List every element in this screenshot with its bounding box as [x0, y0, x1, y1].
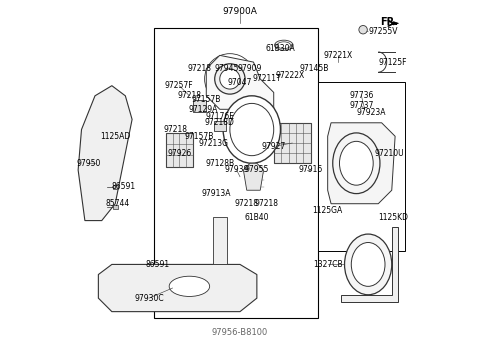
Text: 97222X: 97222X	[276, 71, 305, 80]
Text: 97736: 97736	[349, 91, 373, 100]
Text: 1125GA: 1125GA	[312, 206, 343, 215]
Text: 97218: 97218	[164, 125, 188, 134]
Polygon shape	[98, 265, 257, 312]
Text: 97218: 97218	[235, 199, 259, 208]
Text: 97157B: 97157B	[192, 95, 221, 104]
Text: 97221X: 97221X	[323, 51, 352, 60]
Ellipse shape	[230, 103, 274, 156]
Text: FR.: FR.	[381, 17, 398, 27]
Text: 97129A: 97129A	[188, 105, 217, 114]
Text: 97218: 97218	[188, 64, 212, 73]
Text: 97945: 97945	[215, 64, 239, 73]
Text: 61B40: 61B40	[245, 213, 269, 222]
Text: 97128B: 97128B	[205, 159, 234, 168]
Bar	[274, 123, 311, 163]
Text: 97955: 97955	[245, 166, 269, 174]
Text: 97047: 97047	[228, 78, 252, 87]
Ellipse shape	[223, 96, 280, 163]
Ellipse shape	[339, 141, 373, 185]
Text: 97157B: 97157B	[185, 132, 214, 141]
Bar	[214, 121, 226, 131]
Polygon shape	[341, 227, 398, 302]
Text: 1327CB: 1327CB	[313, 260, 343, 269]
Text: 97900A: 97900A	[223, 7, 257, 16]
Text: 97218D: 97218D	[205, 118, 235, 127]
Bar	[193, 100, 206, 112]
Ellipse shape	[220, 69, 240, 89]
Text: 97257F: 97257F	[165, 81, 193, 90]
Text: 97255V: 97255V	[368, 27, 397, 36]
Text: 97210U: 97210U	[375, 149, 405, 158]
Text: 97926: 97926	[167, 149, 192, 158]
Text: 97939: 97939	[225, 166, 249, 174]
Text: 97218: 97218	[178, 91, 202, 100]
Text: 97956-B8100: 97956-B8100	[212, 328, 268, 337]
Text: 86591: 86591	[145, 260, 170, 269]
Text: 97218: 97218	[255, 199, 279, 208]
Ellipse shape	[169, 276, 210, 296]
Ellipse shape	[275, 40, 293, 50]
Polygon shape	[243, 163, 264, 190]
Text: 97927: 97927	[262, 142, 286, 151]
Text: 97916: 97916	[299, 166, 323, 174]
Ellipse shape	[345, 234, 392, 295]
Polygon shape	[206, 55, 274, 109]
Polygon shape	[394, 22, 398, 25]
Text: 97737: 97737	[349, 101, 373, 110]
Bar	[318, 82, 405, 251]
Ellipse shape	[359, 26, 367, 34]
Bar	[113, 205, 118, 209]
Text: 97176E: 97176E	[205, 112, 234, 121]
Ellipse shape	[215, 64, 245, 94]
Text: 97213G: 97213G	[198, 138, 228, 148]
Bar	[166, 133, 193, 167]
Ellipse shape	[277, 42, 290, 49]
Text: 97909: 97909	[238, 64, 262, 73]
Bar	[113, 185, 118, 189]
Polygon shape	[213, 217, 227, 265]
Bar	[154, 28, 318, 318]
Text: 86591: 86591	[112, 182, 136, 191]
Text: 97930C: 97930C	[134, 294, 164, 303]
Text: 97145B: 97145B	[300, 64, 329, 73]
Text: 97923A: 97923A	[357, 108, 386, 117]
Text: 1125KD: 1125KD	[378, 213, 408, 222]
Polygon shape	[78, 86, 132, 221]
Polygon shape	[328, 123, 395, 204]
Text: 61B30A: 61B30A	[265, 44, 295, 53]
Text: 97211T: 97211T	[252, 74, 281, 83]
Text: 97125F: 97125F	[378, 57, 407, 67]
Ellipse shape	[333, 133, 380, 193]
Text: 1125AD: 1125AD	[100, 132, 131, 141]
Text: 97913A: 97913A	[202, 189, 231, 198]
Ellipse shape	[351, 242, 385, 286]
Text: 97950: 97950	[76, 159, 100, 168]
Text: 85744: 85744	[105, 199, 130, 208]
